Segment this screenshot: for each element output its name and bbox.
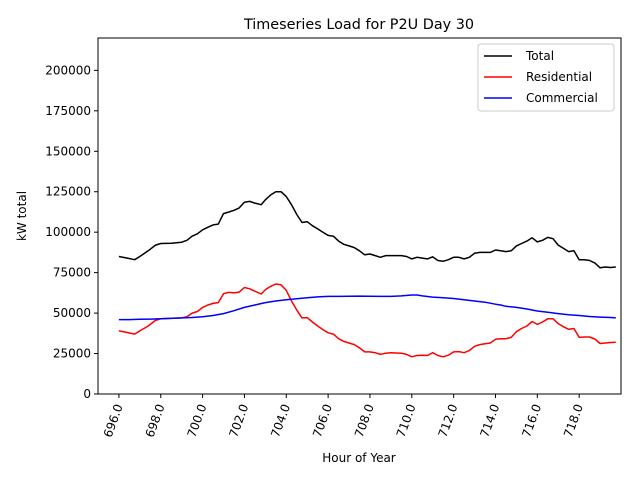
series-line-commercial: [118, 294, 616, 321]
x-tick-label: 696.0: [101, 402, 126, 439]
y-tick-label: 50000: [53, 306, 91, 320]
x-tick-label: 698.0: [143, 402, 168, 439]
y-tick-label: 150000: [45, 144, 91, 158]
y-tick-label: 125000: [45, 185, 91, 199]
legend: Total Residential Commercial: [477, 43, 615, 112]
x-tick-label: 712.0: [436, 402, 461, 439]
y-tick-label: 175000: [45, 104, 91, 118]
y-tick-label: 0: [83, 387, 91, 401]
y-tick-label: 75000: [53, 266, 91, 280]
x-tick-label: 718.0: [561, 402, 586, 439]
y-axis-ticks: 0 25000 50000 75000 100000 125000 150000 175000…: [45, 63, 98, 401]
series-line-residential: [118, 283, 616, 358]
y-tick-label: 25000: [53, 347, 91, 361]
x-tick-label: 700.0: [185, 402, 210, 439]
legend-label-residential: Residential: [526, 70, 592, 84]
x-tick-label: 704.0: [268, 402, 293, 439]
chart-title: Timeseries Load for P2U Day 30: [243, 17, 474, 33]
x-tick-label: 714.0: [477, 402, 502, 439]
y-axis-label: kW total: [15, 191, 29, 241]
x-tick-label: 716.0: [519, 402, 544, 439]
x-axis-ticks: 696.0 698.0 700.0 702.0 704.0 706.0 708.0 710.0…: [101, 394, 586, 439]
series-line-total: [118, 190, 616, 269]
legend-label-commercial: Commercial: [526, 91, 598, 105]
series-lines: [118, 190, 616, 358]
x-tick-label: 710.0: [394, 402, 419, 439]
y-tick-label: 100000: [45, 225, 91, 239]
x-axis-label: Hour of Year: [322, 451, 396, 465]
y-tick-label: 200000: [45, 63, 91, 77]
plot-area: [97, 37, 622, 395]
legend-label-total: Total: [525, 49, 554, 63]
x-tick-label: 706.0: [310, 402, 335, 439]
x-tick-label: 702.0: [226, 402, 251, 439]
x-tick-label: 708.0: [352, 402, 377, 439]
legend-box: [477, 43, 615, 112]
